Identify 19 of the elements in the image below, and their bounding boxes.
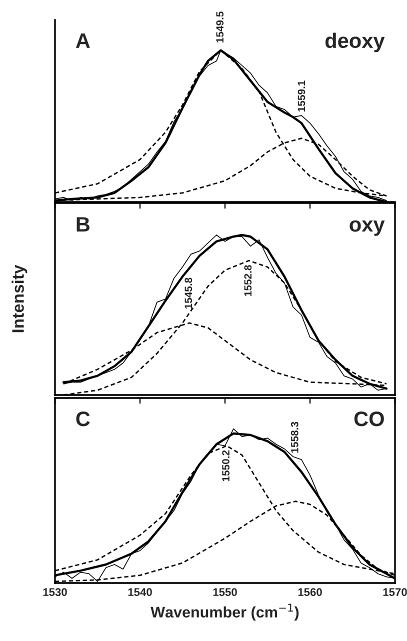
x-tick-label: 1570 [383, 588, 407, 596]
annotation: 1559.1 [298, 80, 306, 112]
x-axis-title: Wavenumber (cm$^{−1}$) [150, 604, 299, 621]
x-tick-label: 1540 [128, 588, 152, 596]
chart-subtitle: oxy [350, 220, 385, 236]
chart-title: C [76, 412, 90, 426]
x-tick-label: 1530 [43, 588, 67, 596]
annotation: 1552.8 [244, 265, 252, 296]
annotation: 1545.8 [184, 278, 192, 309]
chart-title: A [76, 34, 90, 48]
chart-subtitle: CO [354, 412, 384, 426]
annotation: 1550.2 [222, 450, 230, 482]
chart-title: B [76, 217, 90, 232]
annotation: 1549.5 [216, 12, 224, 42]
chart-subtitle: deoxy [325, 32, 385, 52]
y-axis-title: Intensity [12, 264, 28, 332]
x-tick-label: 1550 [213, 588, 237, 596]
x-tick-label: 1560 [298, 588, 322, 596]
annotation: 1558.3 [290, 422, 298, 453]
